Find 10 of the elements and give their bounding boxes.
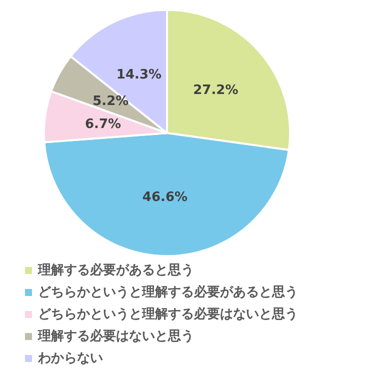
legend-label: わからない [37,351,103,366]
data-label: 5.2% [92,94,129,110]
data-label: 14.3% [116,67,162,82]
legend-label: どちらかというと理解する必要があると思う [38,284,298,300]
data-label: 6.7% [85,116,122,132]
legend-label: 理解する必要はないと思う [37,328,194,344]
data-label: 46.6% [142,190,188,206]
legend-label: どちらかというと理解する必要はないと思う [38,306,298,322]
legend-label: 理解する必要があると思う [37,262,194,278]
data-label: 27.2% [193,83,238,98]
